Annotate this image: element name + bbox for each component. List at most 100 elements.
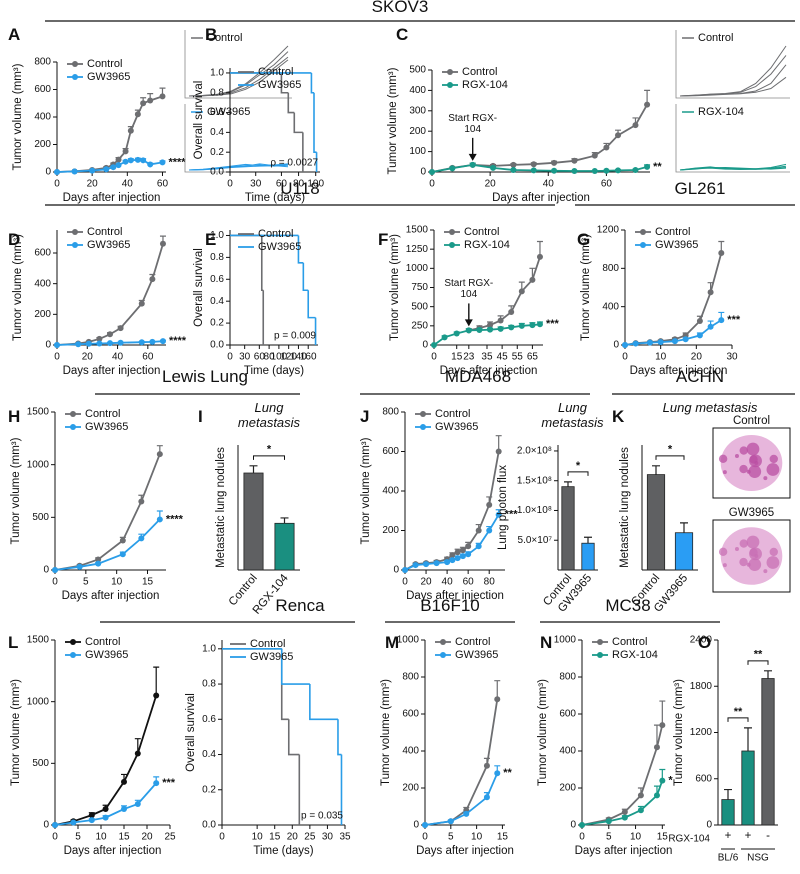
legend-marker bbox=[597, 652, 603, 658]
y-tick-label: 2.0×10⁸ bbox=[517, 446, 552, 457]
data-point bbox=[119, 551, 126, 558]
legend-marker bbox=[449, 242, 455, 248]
data-point bbox=[149, 276, 156, 283]
annotation-arrowhead bbox=[468, 153, 477, 161]
y-tick-label: 1.0 bbox=[210, 230, 224, 241]
x-tick-label: 5 bbox=[75, 832, 81, 843]
data-point bbox=[591, 167, 598, 174]
legend-label: Control bbox=[464, 226, 499, 238]
bar bbox=[674, 532, 694, 571]
legend-marker bbox=[440, 639, 446, 645]
x-tick-label: 65 bbox=[527, 352, 539, 363]
y-axis-label: Metastatic lung nodules bbox=[215, 447, 227, 568]
axis-line bbox=[581, 640, 665, 826]
survival-step bbox=[280, 72, 289, 94]
legend-label: RGX-104 bbox=[612, 649, 658, 661]
x-tick-label: 45 bbox=[497, 352, 509, 363]
y-tick-label: 0 bbox=[613, 340, 619, 351]
y-tick-label: 250 bbox=[411, 320, 428, 331]
x-tick-label: 20 bbox=[420, 577, 432, 588]
y-axis-label: Tumor volume (mm³) bbox=[360, 437, 372, 544]
y-tick-label: 0 bbox=[420, 167, 426, 178]
tissue-spot bbox=[766, 556, 780, 569]
data-point bbox=[657, 339, 664, 346]
legend-marker bbox=[70, 411, 76, 417]
survival-step bbox=[293, 112, 303, 134]
x-axis-label: Days after injection bbox=[64, 845, 162, 857]
data-point bbox=[707, 289, 714, 296]
group-label: BL/6 bbox=[718, 853, 739, 864]
y-tick-label: 1250 bbox=[406, 244, 429, 255]
significance: ** bbox=[653, 161, 662, 173]
error-bar bbox=[724, 788, 732, 800]
legend-label: Control bbox=[455, 636, 490, 648]
data-point bbox=[106, 331, 113, 338]
y-tick-label: 500 bbox=[409, 65, 426, 76]
legend-label: GW3965 bbox=[655, 239, 698, 251]
x-tick-label: 23 bbox=[463, 352, 475, 363]
y-axis-label: Overall survival bbox=[185, 693, 197, 772]
data-point bbox=[530, 161, 537, 168]
category-label: + bbox=[725, 830, 732, 842]
legend-label: GW3965 bbox=[85, 421, 128, 433]
bar bbox=[581, 542, 595, 571]
data-point bbox=[71, 168, 78, 175]
significance: *** bbox=[505, 509, 519, 521]
tissue-spot bbox=[739, 539, 748, 548]
data-point bbox=[422, 822, 428, 828]
error-bar bbox=[744, 727, 752, 751]
panel-letter: L bbox=[8, 633, 18, 652]
data-point bbox=[449, 165, 456, 172]
data-point bbox=[476, 327, 483, 334]
y-tick-label: 1000 bbox=[397, 635, 420, 646]
y-tick-label: 400 bbox=[382, 486, 399, 497]
tissue-spot bbox=[748, 558, 762, 571]
x-tick-label: 0 bbox=[54, 179, 60, 190]
growth-curve bbox=[679, 64, 787, 97]
data-point bbox=[433, 560, 440, 567]
y-tick-label: 500 bbox=[32, 512, 49, 523]
x-axis-label: Time (days) bbox=[245, 192, 305, 204]
y-axis-label: Metastatic lung nodules bbox=[619, 447, 631, 568]
thumb-frame bbox=[675, 104, 790, 173]
x-tick-label: 60 bbox=[276, 179, 288, 190]
chart-title: Lung metastasis bbox=[662, 400, 758, 415]
data-point bbox=[603, 144, 610, 151]
y-axis-label: Tumor volume (mm³) bbox=[580, 234, 592, 341]
data-point bbox=[632, 122, 639, 129]
y-tick-label: 600 bbox=[382, 446, 399, 457]
y-tick-label: 1000 bbox=[554, 635, 577, 646]
data-point bbox=[122, 158, 129, 165]
data-point bbox=[127, 157, 134, 164]
data-point bbox=[149, 338, 156, 345]
annotation-box: Start RGX-104 bbox=[448, 113, 497, 135]
x-tick-label: 25 bbox=[164, 832, 176, 843]
y-tick-label: 0.8 bbox=[210, 252, 224, 263]
chart-title-box: Lung metastasis bbox=[238, 400, 300, 430]
legend-label: Control bbox=[462, 66, 497, 78]
data-point bbox=[659, 722, 666, 729]
y-tick-label: 1800 bbox=[690, 681, 713, 692]
thumb-frame bbox=[184, 30, 292, 99]
x-tick-label: 20 bbox=[87, 179, 99, 190]
data-point bbox=[156, 451, 163, 458]
legend-label: Control bbox=[258, 228, 293, 240]
tissue-spot bbox=[769, 454, 778, 464]
data-point bbox=[551, 159, 558, 166]
comparison-bracket bbox=[567, 471, 589, 476]
y-tick-label: 0.6 bbox=[210, 274, 224, 285]
legend-label: Control bbox=[612, 636, 647, 648]
y-tick-label: 1.5×10⁸ bbox=[517, 475, 552, 486]
data-point bbox=[463, 810, 470, 817]
micrograph-label: Control bbox=[733, 415, 770, 427]
data-point bbox=[469, 161, 476, 168]
survival-step bbox=[260, 235, 264, 292]
section-header: U118 bbox=[280, 179, 319, 198]
panel-letter: F bbox=[378, 230, 388, 249]
x-axis-label: Days after injection bbox=[63, 192, 161, 204]
series-line bbox=[56, 243, 164, 346]
y-tick-label: 600 bbox=[34, 84, 51, 95]
data-point bbox=[134, 801, 141, 808]
data-point bbox=[115, 156, 122, 163]
x-tick-label: 5 bbox=[83, 577, 89, 588]
